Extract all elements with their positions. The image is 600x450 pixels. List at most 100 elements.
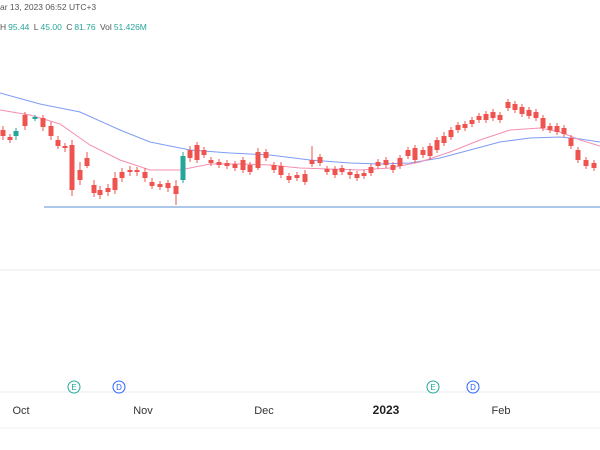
candle-body xyxy=(420,150,426,155)
candle xyxy=(302,170,308,185)
candle-body xyxy=(255,152,261,168)
candle xyxy=(405,147,411,159)
candle xyxy=(462,121,468,131)
candle xyxy=(476,113,482,123)
candle xyxy=(583,157,589,169)
x-axis-label-dec: Dec xyxy=(254,405,274,417)
candle-body xyxy=(568,138,574,146)
candle xyxy=(469,117,475,127)
vol-value: 51.426M xyxy=(113,22,147,32)
candle-body xyxy=(13,131,19,136)
candle-body xyxy=(448,130,454,137)
candle xyxy=(48,122,54,140)
x-axis-label-nov: Nov xyxy=(133,405,153,417)
candle xyxy=(247,162,253,175)
candle xyxy=(383,157,389,168)
candle xyxy=(390,162,396,173)
chart-timestamp: ar 13, 2023 06:52 UTC+3 xyxy=(0,2,97,12)
candle-body xyxy=(554,126,560,132)
candle xyxy=(40,115,46,131)
candle xyxy=(240,157,246,173)
candle-body xyxy=(462,124,468,128)
candle xyxy=(13,128,19,140)
event-marker-dividend-1[interactable]: D xyxy=(112,380,126,394)
candle-body xyxy=(497,115,503,120)
candle-body xyxy=(533,112,539,118)
candle-body xyxy=(55,140,61,146)
candle-body xyxy=(390,165,396,170)
candle-body xyxy=(32,117,38,119)
candle-body xyxy=(526,110,532,116)
candle xyxy=(547,123,553,133)
candle xyxy=(490,109,496,121)
low-label: L xyxy=(33,22,39,32)
event-marker-earnings-2[interactable]: E xyxy=(426,380,440,394)
candle xyxy=(142,168,148,182)
candle xyxy=(0,126,6,140)
candle-body xyxy=(339,168,345,172)
candle-body xyxy=(476,116,482,120)
candle-body xyxy=(354,174,360,178)
event-marker-dividend-2[interactable]: D xyxy=(466,380,480,394)
candle xyxy=(361,170,367,179)
candle-body xyxy=(286,176,292,180)
candle xyxy=(194,142,200,163)
x-axis-label-2023: 2023 xyxy=(373,403,400,417)
candle-body xyxy=(180,156,186,180)
candle-body xyxy=(62,146,68,148)
candle xyxy=(309,146,315,167)
candle-body xyxy=(142,172,148,178)
candle-body xyxy=(127,170,133,172)
candle-body xyxy=(22,115,28,126)
candle xyxy=(97,186,103,199)
candle-body xyxy=(375,162,381,166)
candle-body xyxy=(134,170,140,172)
candle xyxy=(434,137,440,153)
candle xyxy=(575,147,581,163)
candle xyxy=(591,160,597,171)
candle-body xyxy=(84,158,90,166)
candle xyxy=(533,109,539,121)
x-axis-label-oct: Oct xyxy=(12,405,29,417)
candle-body xyxy=(77,170,83,180)
candle-body xyxy=(412,148,418,160)
candle xyxy=(519,104,525,117)
candle xyxy=(294,172,300,181)
candle-body xyxy=(583,160,589,166)
candle-body xyxy=(157,184,163,187)
candle-body xyxy=(48,126,54,136)
event-marker-label: E xyxy=(430,383,435,392)
candle xyxy=(483,111,489,123)
candle xyxy=(180,152,186,183)
candle-body xyxy=(561,128,567,134)
candle xyxy=(324,166,330,175)
event-marker-earnings-1[interactable]: E xyxy=(67,380,81,394)
candle-body xyxy=(434,140,440,150)
candle xyxy=(149,178,155,189)
candle xyxy=(427,143,433,160)
candle-body xyxy=(187,150,193,158)
candle xyxy=(540,115,546,131)
candle-body xyxy=(490,112,496,118)
candle xyxy=(157,181,163,190)
candle xyxy=(32,115,38,121)
candle xyxy=(22,112,28,130)
candle-body xyxy=(324,169,330,172)
candle xyxy=(375,159,381,169)
candle xyxy=(347,169,353,179)
candle-body xyxy=(383,160,389,165)
candle-body xyxy=(208,160,214,163)
candle xyxy=(216,159,222,168)
candle xyxy=(201,147,207,158)
candle xyxy=(420,147,426,158)
event-marker-label: E xyxy=(71,383,76,392)
vol-label: Vol xyxy=(99,22,112,32)
candle xyxy=(187,146,193,162)
candle xyxy=(165,180,171,192)
candle-body xyxy=(441,136,447,143)
candle xyxy=(505,99,511,111)
candle-body xyxy=(194,145,200,160)
candle-body xyxy=(69,145,75,190)
